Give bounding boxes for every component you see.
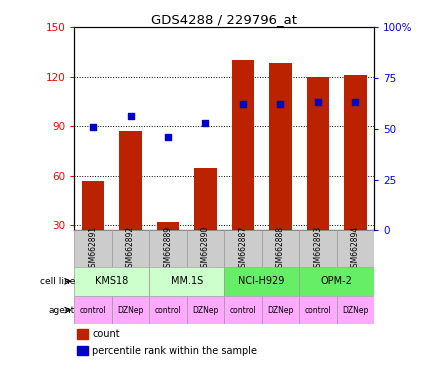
FancyBboxPatch shape: [187, 296, 224, 324]
Bar: [269, 63, 292, 275]
Text: MM.1S: MM.1S: [170, 276, 203, 286]
FancyBboxPatch shape: [74, 267, 149, 296]
FancyBboxPatch shape: [112, 230, 149, 267]
FancyBboxPatch shape: [337, 296, 374, 324]
Text: GSM662887: GSM662887: [238, 225, 247, 272]
Bar: [194, 167, 217, 275]
Point: [352, 99, 359, 105]
Title: GDS4288 / 229796_at: GDS4288 / 229796_at: [151, 13, 297, 26]
Text: control: control: [230, 306, 256, 314]
FancyBboxPatch shape: [337, 230, 374, 267]
Point: [202, 119, 209, 126]
FancyBboxPatch shape: [149, 230, 187, 267]
FancyBboxPatch shape: [262, 296, 299, 324]
FancyBboxPatch shape: [299, 230, 337, 267]
Point: [277, 101, 284, 107]
Point: [240, 101, 246, 107]
Text: control: control: [155, 306, 181, 314]
Text: count: count: [92, 329, 120, 339]
Text: DZNep: DZNep: [267, 306, 294, 314]
FancyBboxPatch shape: [224, 267, 299, 296]
Text: GSM662892: GSM662892: [126, 225, 135, 272]
Text: KMS18: KMS18: [95, 276, 128, 286]
Bar: [119, 131, 142, 275]
FancyBboxPatch shape: [149, 267, 224, 296]
Bar: [77, 329, 88, 339]
Text: GSM662890: GSM662890: [201, 225, 210, 272]
Text: cell line: cell line: [40, 277, 75, 286]
Point: [314, 99, 321, 105]
Text: GSM662894: GSM662894: [351, 225, 360, 272]
Text: GSM662889: GSM662889: [164, 225, 173, 272]
Text: GSM662893: GSM662893: [313, 225, 322, 272]
Text: DZNep: DZNep: [192, 306, 218, 314]
Text: OPM-2: OPM-2: [320, 276, 352, 286]
FancyBboxPatch shape: [187, 230, 224, 267]
Text: DZNep: DZNep: [117, 306, 144, 314]
Text: agent: agent: [49, 306, 75, 314]
Bar: [306, 76, 329, 275]
Bar: [232, 60, 254, 275]
Bar: [82, 181, 105, 275]
Text: NCI-H929: NCI-H929: [238, 276, 285, 286]
Text: control: control: [304, 306, 331, 314]
Text: percentile rank within the sample: percentile rank within the sample: [92, 346, 258, 356]
FancyBboxPatch shape: [149, 296, 187, 324]
Point: [90, 124, 96, 130]
Text: GSM662891: GSM662891: [88, 225, 98, 272]
Bar: [157, 222, 179, 275]
FancyBboxPatch shape: [112, 296, 149, 324]
FancyBboxPatch shape: [74, 230, 112, 267]
Point: [127, 113, 134, 119]
FancyBboxPatch shape: [299, 267, 374, 296]
FancyBboxPatch shape: [262, 230, 299, 267]
Bar: [344, 75, 366, 275]
Point: [164, 134, 171, 140]
Bar: [77, 346, 88, 356]
Text: control: control: [80, 306, 107, 314]
Text: GSM662888: GSM662888: [276, 226, 285, 271]
FancyBboxPatch shape: [74, 296, 112, 324]
FancyBboxPatch shape: [299, 296, 337, 324]
Text: DZNep: DZNep: [342, 306, 368, 314]
FancyBboxPatch shape: [224, 230, 262, 267]
FancyBboxPatch shape: [224, 296, 262, 324]
